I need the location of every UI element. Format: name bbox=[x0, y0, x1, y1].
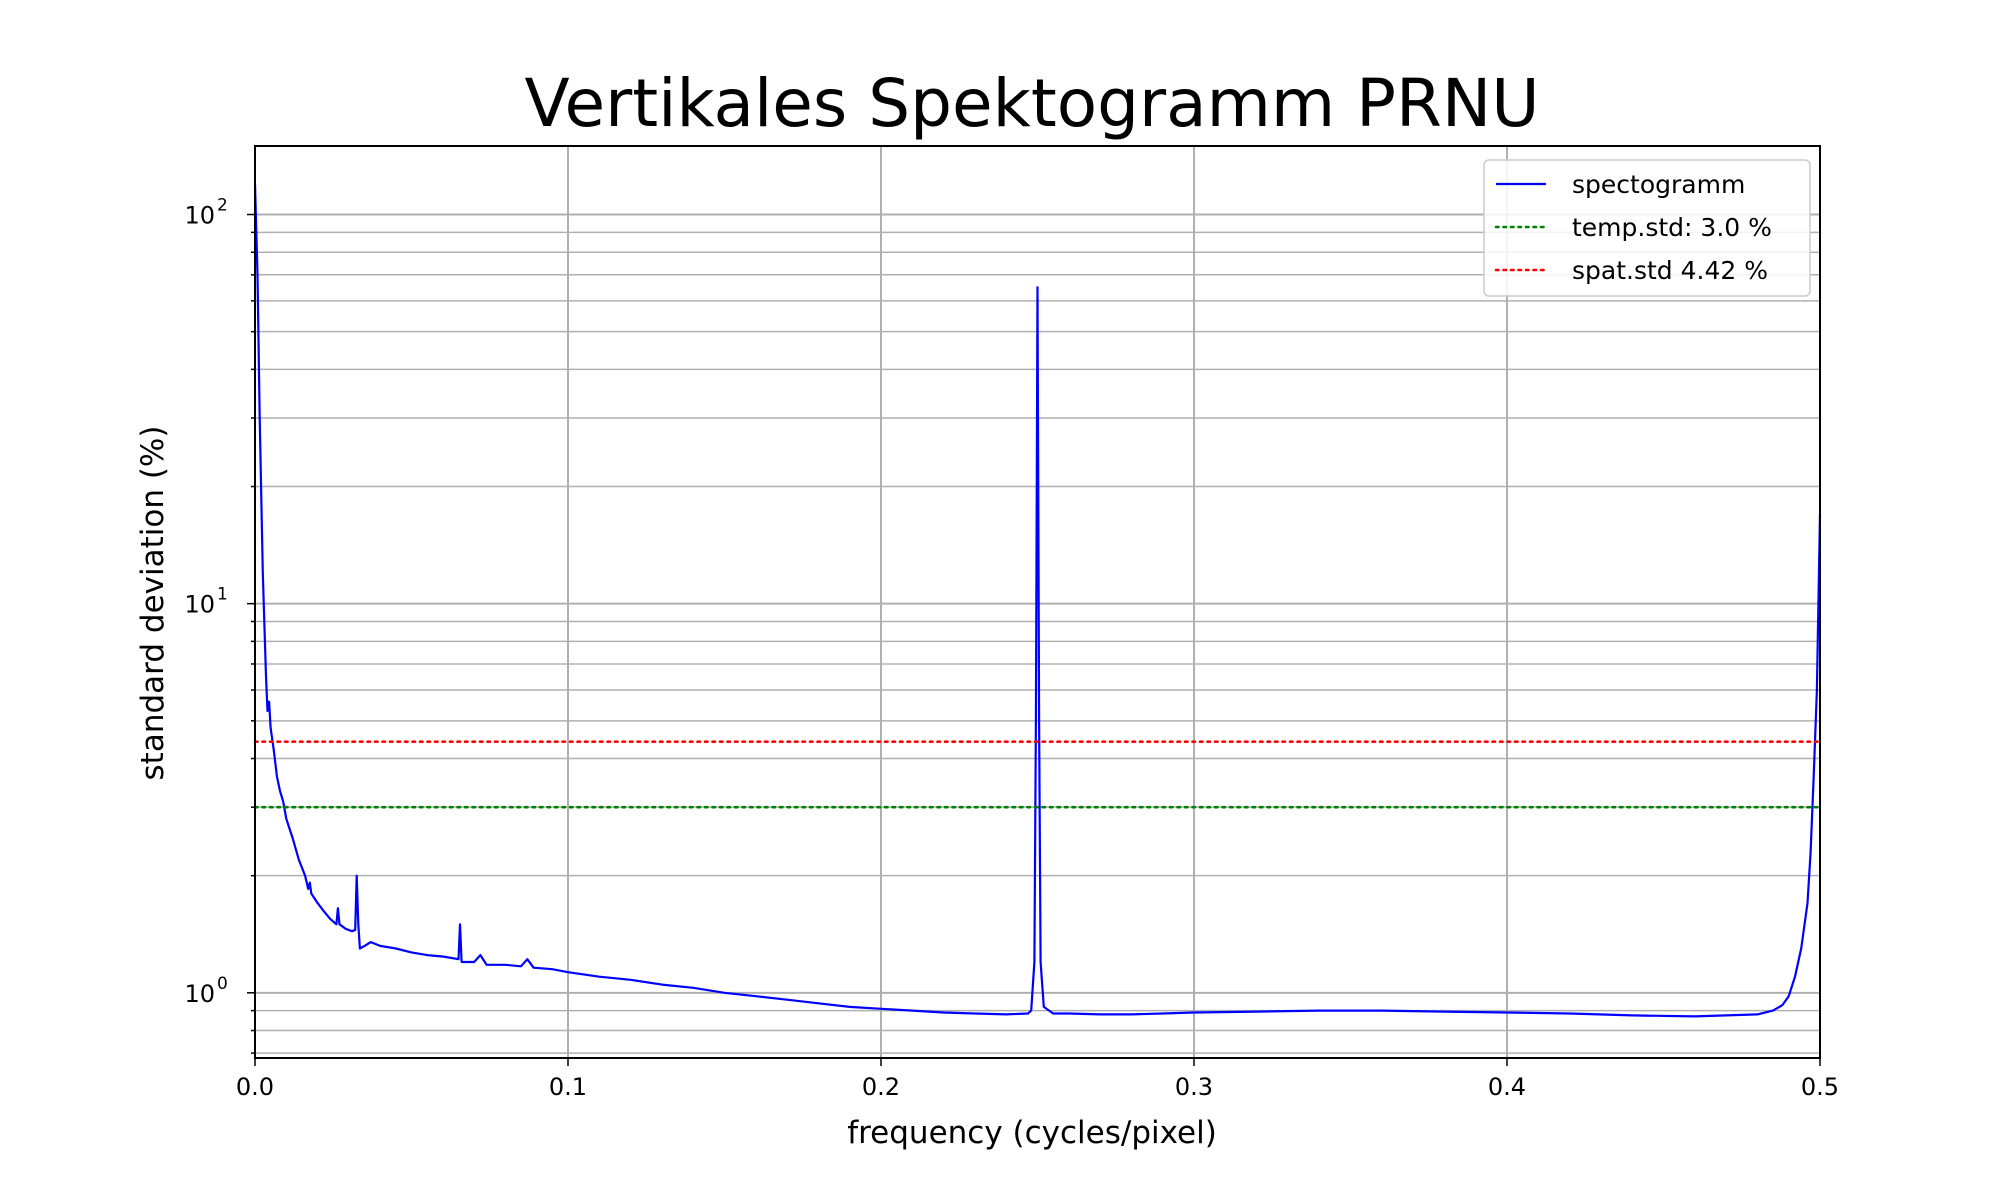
legend-label: spat.std 4.42 % bbox=[1572, 256, 1768, 285]
y-tick-exponent: 1 bbox=[217, 585, 228, 605]
x-tick-label: 0.5 bbox=[1801, 1073, 1839, 1101]
legend-box bbox=[1483, 159, 1811, 297]
y-tick-exponent: 0 bbox=[217, 974, 228, 994]
x-tick-label: 0.2 bbox=[862, 1073, 900, 1101]
plot-frame bbox=[254, 145, 1821, 1059]
x-axis-ticks: 0.0 0.1 0.2 0.3 0.4 0.5 bbox=[236, 1058, 1839, 1101]
data-lines bbox=[253, 183, 1822, 1018]
x-axis-label: frequency (cycles/pixel) bbox=[847, 1115, 1217, 1151]
x-tick-label: 0.4 bbox=[1488, 1073, 1526, 1101]
y-tick-label: 10 bbox=[184, 202, 215, 230]
y-tick-label: 10 bbox=[184, 591, 215, 619]
y-tick-label: 10 bbox=[184, 980, 215, 1008]
y-tick-exponent: 2 bbox=[217, 196, 228, 216]
y-axis-label: standard deviation (%) bbox=[135, 426, 171, 781]
legend-label: temp.std: 3.0 % bbox=[1572, 213, 1772, 242]
x-tick-label: 0.0 bbox=[236, 1073, 274, 1101]
x-tick-label: 0.3 bbox=[1175, 1073, 1213, 1101]
legend: spectogramm temp.std: 3.0 % spat.std 4.42 … bbox=[1483, 159, 1811, 297]
legend-label: spectogramm bbox=[1572, 170, 1745, 199]
series-line-spectogramm bbox=[253, 183, 1822, 1018]
x-tick-label: 0.1 bbox=[549, 1073, 587, 1101]
chart-title: Vertikales Spektogramm PRNU bbox=[524, 65, 1539, 142]
